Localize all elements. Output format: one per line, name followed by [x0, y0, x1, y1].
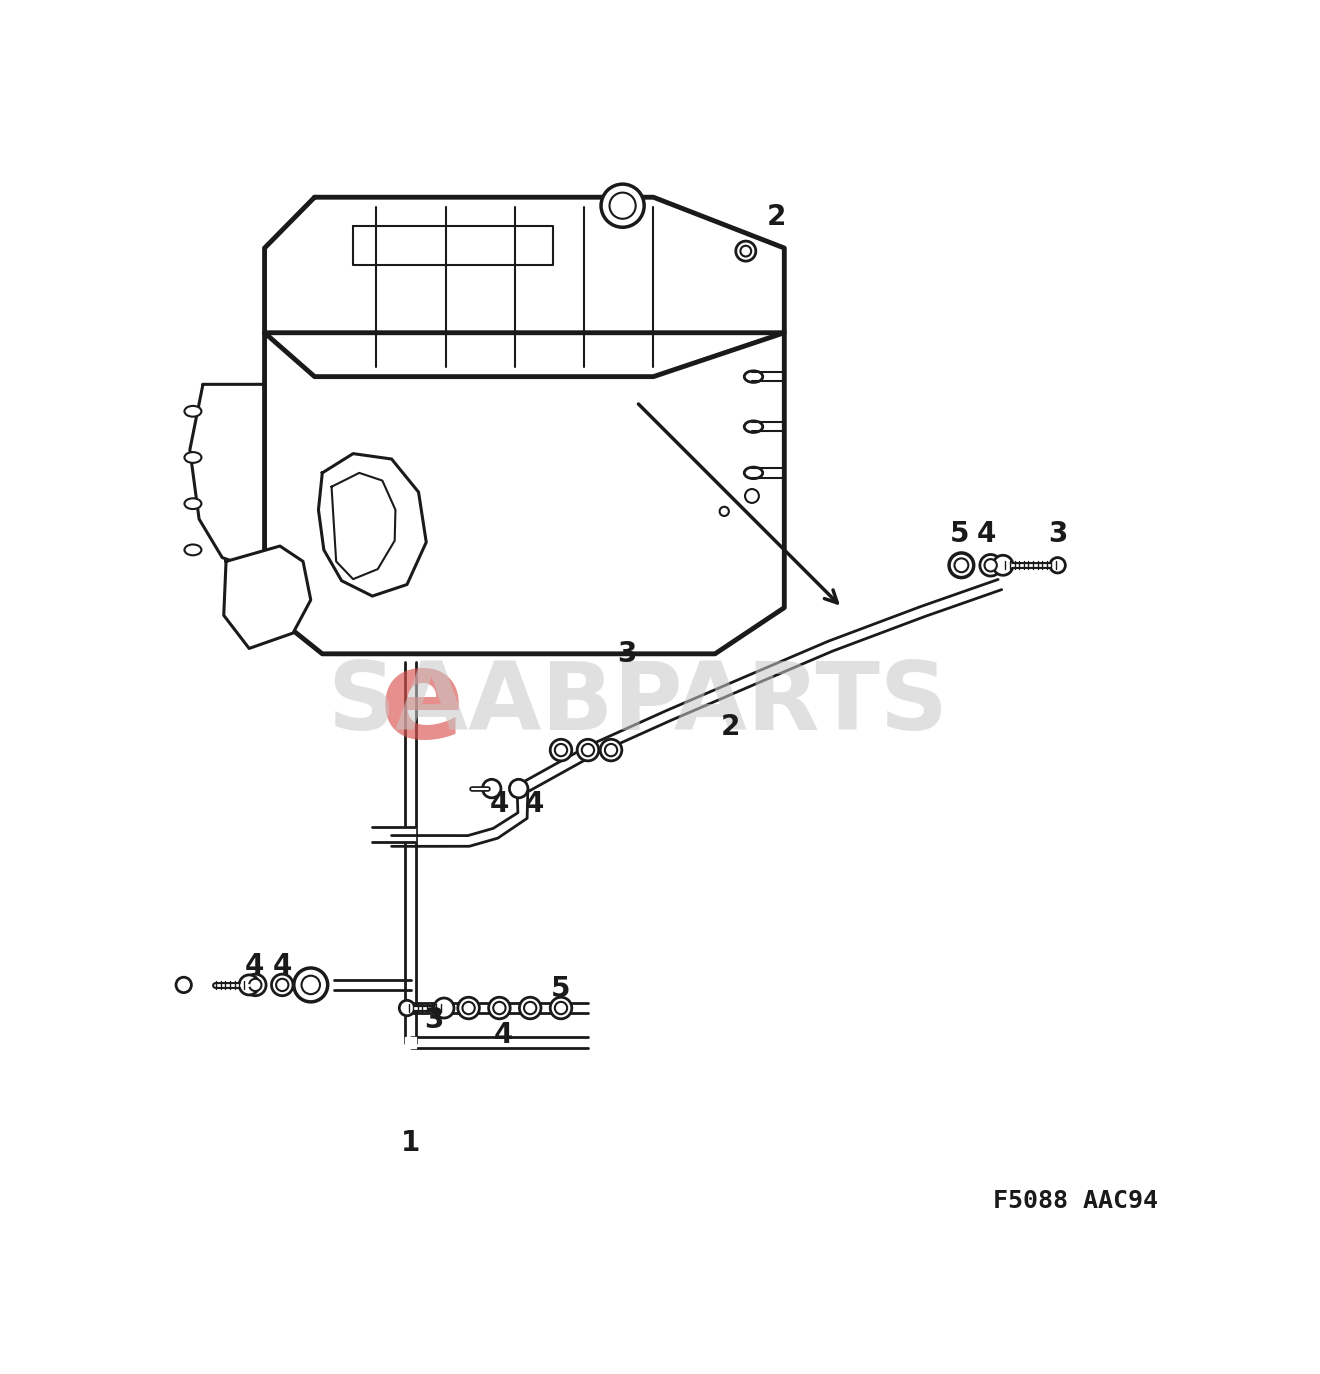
Circle shape [601, 184, 644, 227]
Circle shape [719, 507, 729, 517]
Text: 3: 3 [424, 1006, 444, 1033]
Polygon shape [318, 453, 426, 596]
Text: 4: 4 [524, 790, 544, 818]
Circle shape [494, 1002, 506, 1014]
Ellipse shape [185, 544, 202, 555]
Circle shape [520, 998, 541, 1018]
Circle shape [550, 998, 572, 1018]
Circle shape [979, 555, 1002, 576]
Text: 4: 4 [494, 1021, 513, 1048]
Ellipse shape [185, 405, 202, 416]
Text: e: e [380, 643, 465, 764]
Text: F5088 AAC94: F5088 AAC94 [993, 1189, 1158, 1212]
Circle shape [993, 555, 1012, 576]
Text: 4: 4 [977, 521, 997, 548]
Circle shape [462, 1002, 475, 1014]
Polygon shape [354, 227, 553, 265]
Circle shape [458, 998, 479, 1018]
Text: SAABPARTS: SAABPARTS [327, 658, 949, 750]
Circle shape [272, 974, 293, 996]
Circle shape [434, 998, 454, 1018]
Text: 3: 3 [616, 640, 636, 668]
Circle shape [1049, 558, 1065, 573]
Ellipse shape [744, 467, 763, 478]
Polygon shape [264, 333, 784, 654]
Ellipse shape [185, 452, 202, 463]
Circle shape [554, 1002, 568, 1014]
Circle shape [294, 969, 327, 1002]
Polygon shape [334, 980, 411, 989]
Circle shape [276, 978, 289, 991]
Polygon shape [411, 1037, 587, 1048]
Circle shape [239, 976, 259, 995]
Circle shape [524, 1002, 536, 1014]
Text: 2: 2 [721, 713, 741, 741]
Polygon shape [190, 385, 264, 573]
Ellipse shape [744, 371, 763, 382]
Polygon shape [405, 1037, 416, 1048]
Text: 4: 4 [244, 952, 264, 980]
Polygon shape [372, 827, 414, 842]
Circle shape [399, 1000, 414, 1015]
Circle shape [601, 739, 622, 761]
Circle shape [510, 779, 528, 798]
Circle shape [605, 743, 618, 756]
Text: 3: 3 [1048, 521, 1068, 548]
Text: 5: 5 [552, 974, 570, 1003]
Circle shape [949, 552, 974, 577]
Text: 4: 4 [272, 952, 292, 980]
Circle shape [985, 559, 997, 572]
Polygon shape [407, 1003, 587, 1013]
Text: 4: 4 [490, 790, 510, 818]
Text: 2: 2 [767, 203, 787, 231]
Circle shape [954, 558, 969, 572]
Circle shape [483, 779, 502, 798]
Polygon shape [405, 661, 416, 1043]
Text: 5: 5 [950, 521, 970, 548]
Circle shape [582, 743, 594, 756]
Ellipse shape [185, 499, 202, 510]
Circle shape [577, 739, 599, 761]
Circle shape [176, 977, 191, 992]
Ellipse shape [744, 420, 763, 433]
Circle shape [244, 974, 267, 996]
Circle shape [550, 739, 572, 761]
Circle shape [744, 489, 759, 503]
Circle shape [741, 246, 751, 257]
Polygon shape [224, 545, 310, 649]
Circle shape [554, 743, 568, 756]
Circle shape [610, 192, 636, 218]
Circle shape [488, 998, 511, 1018]
Polygon shape [264, 198, 784, 376]
Text: 1: 1 [401, 1129, 421, 1157]
Circle shape [735, 240, 756, 261]
Circle shape [301, 976, 319, 995]
Polygon shape [520, 580, 1002, 793]
Polygon shape [392, 789, 528, 846]
Circle shape [249, 978, 261, 991]
